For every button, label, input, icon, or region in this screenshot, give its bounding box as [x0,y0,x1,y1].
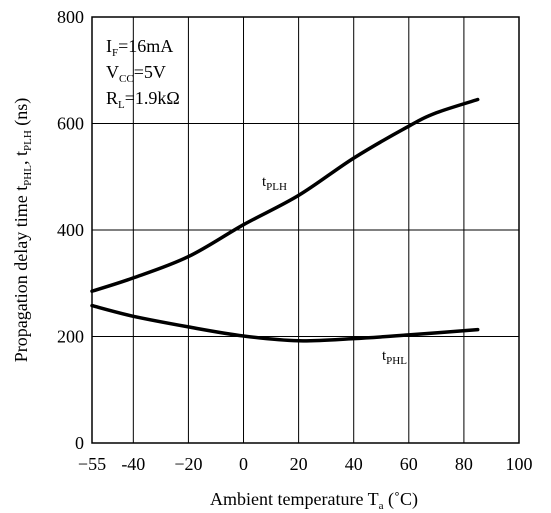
y-tick-label: 200 [57,327,84,347]
x-tick-label: 0 [239,454,248,474]
series-line-tphl [90,303,480,343]
x-tick-label: 60 [400,454,418,474]
series-lines [90,97,480,343]
series-label-tphl: tPHL [382,348,407,367]
condition-rl: RL=1.9kΩ [106,88,180,111]
y-axis-title: Propagation delay time tPHL, tPLH (ns) [11,98,34,363]
x-tick-label: −20 [174,454,202,474]
conditions-box: IF=16mA VCC=5V RL=1.9kΩ [106,36,180,111]
x-tick-label: 40 [345,454,363,474]
y-tick-label: 600 [57,114,84,134]
x-tick-label: 80 [455,454,473,474]
x-axis-ticks: −55 -40 −20 0 20 40 60 80 100 [78,454,533,474]
y-tick-label: 400 [57,220,84,240]
series-line-tplh [90,97,480,293]
plot-frame [91,16,520,444]
condition-vcc: VCC=5V [106,62,166,85]
x-tick-label: −55 [78,454,106,474]
x-tick-label: 100 [506,454,533,474]
x-tick-label: -40 [121,454,145,474]
y-tick-label: 800 [57,7,84,27]
x-tick-label: 20 [290,454,308,474]
grid-lines [92,17,519,443]
x-axis-title: Ambient temperature Ta (˚C) [210,489,418,512]
y-tick-label: 0 [75,433,84,453]
y-axis-ticks: 0 200 400 600 800 [57,7,84,453]
series-label-tplh: tPLH [262,174,287,193]
condition-if: IF=16mA [106,36,173,59]
